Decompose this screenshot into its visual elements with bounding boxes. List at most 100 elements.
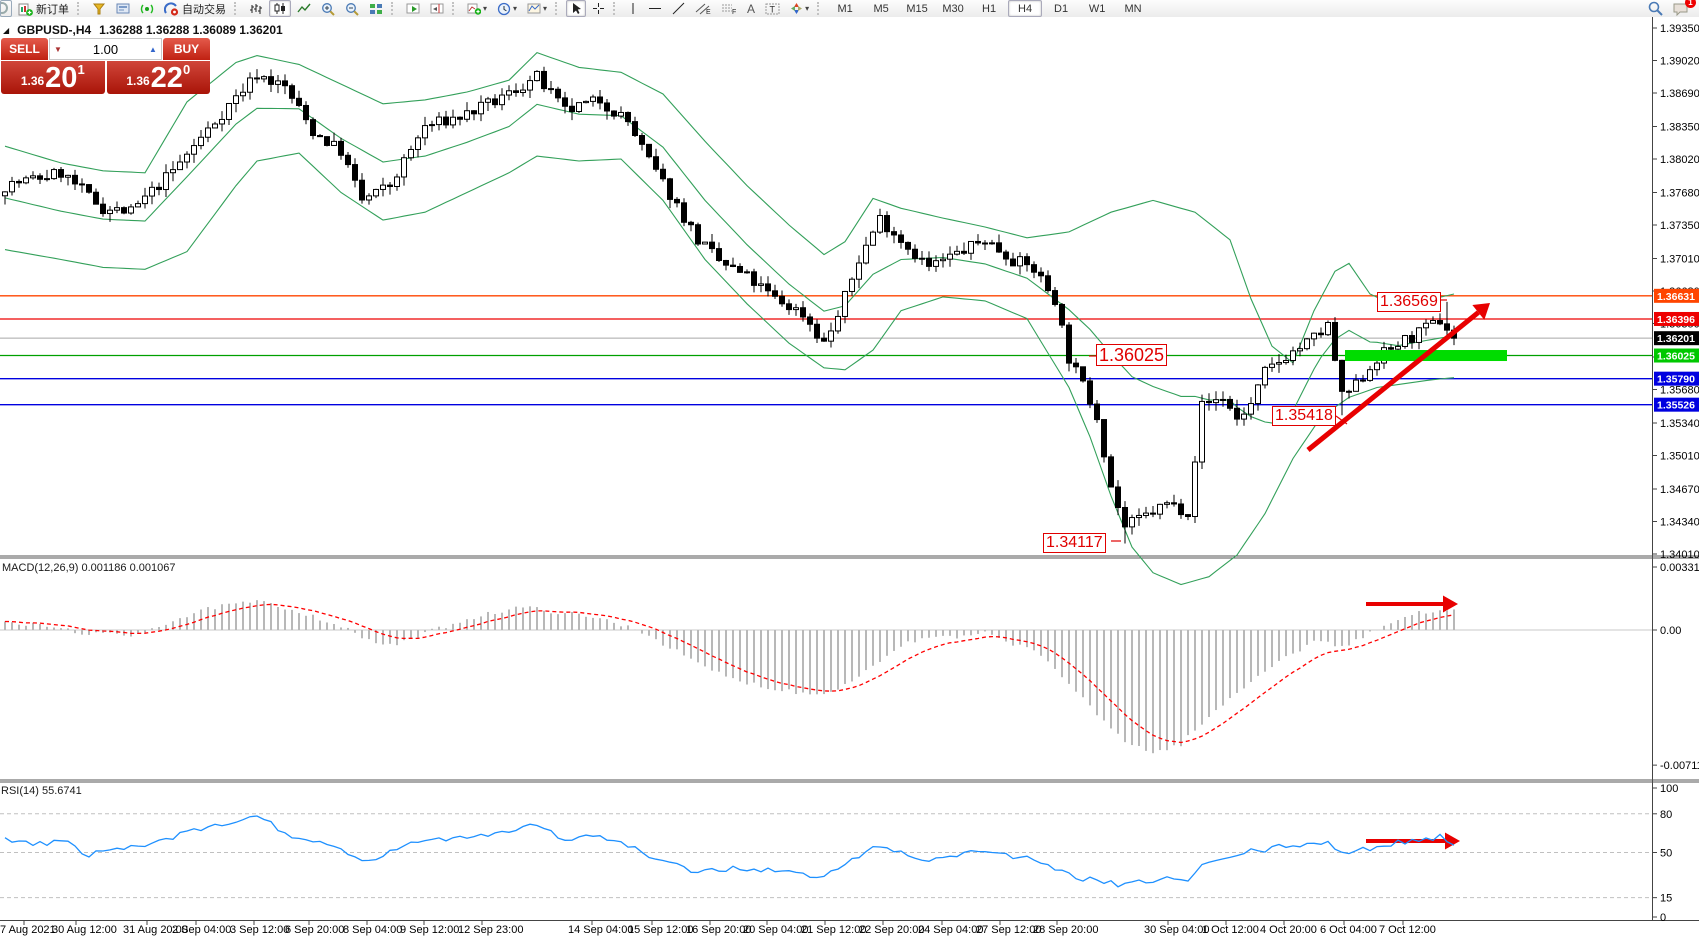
macd-panel: 0.003315 0.00 -0.007112 — [0, 562, 1699, 772]
price-annotation[interactable]: 1.34117 — [1043, 533, 1106, 553]
tile-windows-icon[interactable] — [365, 0, 387, 17]
price-annotation[interactable]: 1.35418 — [1272, 406, 1336, 426]
price-line-label: 1.36025 — [1657, 351, 1695, 363]
price-tick-label: 1.37010 — [1660, 253, 1699, 265]
price-line-label: 1.36631 — [1657, 291, 1695, 303]
templates-button[interactable]: ▾ — [523, 0, 551, 17]
price-tick-label: 1.37350 — [1660, 220, 1699, 232]
timeframe-H4[interactable]: H4 — [1008, 0, 1043, 17]
buy-price-pip: 0 — [182, 62, 191, 77]
timeframe-M5[interactable]: M5 — [873, 2, 889, 15]
chart-region: 1.39350 1.39020 1.38690 1.38350 1.38020 1.376… — [0, 17, 1699, 938]
rsi-tick-label: 15 — [1660, 893, 1672, 905]
macd-tick-label: -0.007112 — [1660, 760, 1699, 772]
time-tick-label: 21 Sep 12:00 — [801, 924, 866, 936]
clipped-icon — [0, 0, 12, 17]
clipped-magnifier-icon — [1, 2, 8, 14]
profiles-icon[interactable] — [112, 0, 134, 17]
price-annotation[interactable]: 1.36025 — [1096, 344, 1168, 366]
price-tick-label: 1.35010 — [1660, 450, 1699, 462]
depth-of-market-icon[interactable] — [88, 0, 110, 17]
macd-indicator-label: MACD(12,26,9) 0.001186 0.001067 — [2, 562, 176, 574]
vertical-line-tool-icon[interactable] — [624, 0, 642, 17]
search-icon[interactable] — [1644, 0, 1667, 17]
sell-button[interactable]: SELL — [1, 38, 48, 60]
arrows-tool-icon — [791, 3, 803, 14]
separator — [555, 2, 562, 15]
rsi-tick-label: 80 — [1660, 809, 1672, 821]
trendline-tool-icon[interactable] — [668, 0, 689, 17]
buy-price-big: 22 — [150, 62, 183, 94]
new-order-label: 新订单 — [36, 3, 69, 16]
chart-canvas[interactable]: 1.39350 1.39020 1.38690 1.38350 1.38020 1.376… — [0, 17, 1699, 938]
time-tick-label: 20 Sep 04:00 — [743, 924, 808, 936]
autotrading-icon — [164, 1, 179, 16]
auto-scroll-icon[interactable] — [402, 0, 424, 17]
time-tick-label: 6 Oct 04:00 — [1320, 924, 1377, 936]
time-tick-label: 14 Sep 04:00 — [568, 924, 633, 936]
signals-icon[interactable] — [136, 0, 158, 17]
new-order-icon — [18, 3, 33, 16]
separator — [817, 2, 824, 15]
one-click-trading-panel: SELL ▼ ▲ BUY 1.36 20 1 1.36 22 0 — [1, 38, 210, 94]
buy-price-panel[interactable]: 1.36 22 0 — [106, 61, 210, 94]
timeframe-H1[interactable]: H1 — [982, 2, 997, 15]
candlestick-chart-icon[interactable] — [269, 0, 291, 17]
periods-button[interactable]: ▾ — [493, 0, 521, 17]
price-tick-label: 1.38350 — [1660, 122, 1699, 134]
chevron-down-icon: ▾ — [483, 4, 488, 13]
bollinger-bands — [4, 51, 1455, 586]
volume-increase-button[interactable]: ▲ — [149, 44, 157, 54]
candles — [2, 66, 1457, 544]
new-order-button[interactable]: 新订单 — [14, 0, 73, 17]
bar-chart-icon[interactable] — [245, 0, 267, 17]
volume-decrease-button[interactable]: ▼ — [54, 44, 62, 54]
sell-price-panel[interactable]: 1.36 20 1 — [1, 61, 105, 94]
sell-price-small: 1.36 — [20, 74, 45, 88]
equidistant-channel-icon[interactable]: E — [691, 0, 715, 17]
timeframe-MN[interactable]: MN — [1124, 2, 1142, 15]
symbol-period-label: GBPUSD-,H4 — [17, 23, 92, 37]
chat-button[interactable]: 1 — [1669, 0, 1696, 17]
cursor-icon[interactable] — [566, 0, 587, 17]
price-tick-label: 1.39350 — [1660, 23, 1699, 35]
time-tick-label: 12 Sep 23:00 — [458, 924, 523, 936]
timeframe-M1[interactable]: M1 — [837, 2, 853, 15]
time-tick-label: 7 Aug 2021 — [0, 924, 56, 936]
zoom-in-icon[interactable] — [317, 0, 339, 17]
text-tool-icon[interactable]: A — [747, 1, 756, 16]
indicators-button[interactable]: ▾ — [463, 0, 491, 17]
svg-text:T: T — [770, 5, 776, 15]
time-tick-label: 24 Sep 04:00 — [918, 924, 983, 936]
macd-tick-label: 0.003315 — [1660, 562, 1699, 574]
rsi-line — [4, 815, 1455, 888]
separator — [613, 2, 620, 15]
chevron-down-icon: ▾ — [513, 4, 518, 13]
crosshair-icon[interactable] — [588, 0, 609, 17]
separator — [452, 2, 459, 15]
macd-tick-label: 0.00 — [1660, 625, 1681, 637]
zoom-out-icon[interactable] — [341, 0, 363, 17]
rsi-panel: 100 80 50 15 0 — [0, 783, 1678, 924]
arrows-tool-button[interactable]: ▾ — [786, 0, 813, 17]
volume-input[interactable] — [66, 40, 145, 58]
time-tick-label: 28 Sep 20:00 — [1033, 924, 1098, 936]
panel-frames — [0, 17, 1699, 921]
line-chart-icon[interactable] — [293, 0, 315, 17]
label-tool-icon[interactable]: T — [761, 0, 784, 17]
buy-button[interactable]: BUY — [163, 38, 210, 60]
timeframe-D1[interactable]: D1 — [1054, 2, 1069, 15]
time-tick-label: 30 Sep 04:00 — [1144, 924, 1209, 936]
horizontal-line-tool-icon[interactable] — [644, 0, 666, 17]
timeframe-M15[interactable]: M15 — [906, 2, 928, 15]
svg-text:E: E — [706, 9, 711, 15]
autotrading-button[interactable]: 自动交易 — [160, 0, 230, 17]
timeframe-M30[interactable]: M30 — [942, 2, 964, 15]
price-tick-label: 1.38020 — [1660, 154, 1699, 166]
price-annotation[interactable]: 1.36569 — [1377, 292, 1441, 312]
price-tick-label: 1.34340 — [1660, 516, 1699, 528]
fibonacci-tool-icon[interactable]: F — [717, 0, 741, 17]
timeframe-W1[interactable]: W1 — [1088, 2, 1106, 15]
chart-shift-icon[interactable] — [426, 0, 448, 17]
